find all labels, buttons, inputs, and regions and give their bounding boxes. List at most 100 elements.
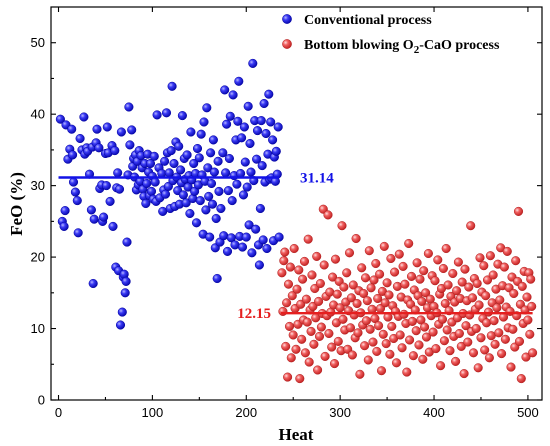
data-point-bottom-blowing (482, 275, 493, 285)
data-point-conventional (240, 157, 250, 167)
data-point-bottom-blowing (371, 258, 381, 269)
data-point-bottom-blowing (441, 243, 451, 254)
data-point-conventional (141, 198, 151, 209)
legend-label-conventional: Conventional process (304, 13, 432, 28)
data-point-bottom-blowing (439, 336, 449, 346)
data-point-bottom-blowing (351, 233, 361, 244)
data-point-bottom-blowing (282, 298, 292, 308)
data-point-bottom-blowing (454, 328, 464, 339)
data-point-bottom-blowing (453, 257, 463, 267)
y-tick-label: 40 (31, 107, 45, 122)
data-point-conventional (177, 111, 187, 121)
data-point-conventional (213, 156, 223, 166)
data-point-bottom-blowing (337, 221, 347, 231)
data-point-bottom-blowing (325, 287, 335, 297)
data-point-conventional (199, 117, 209, 127)
data-point-conventional (204, 191, 214, 201)
data-point-bottom-blowing (516, 374, 526, 384)
data-point-conventional (271, 146, 281, 156)
data-point-bottom-blowing (353, 328, 363, 338)
data-point-conventional (223, 186, 233, 196)
data-point-conventional (212, 273, 222, 284)
data-point-conventional (142, 178, 152, 189)
data-point-bottom-blowing (285, 262, 295, 272)
data-point-conventional (264, 89, 274, 99)
y-axis-title: FeO (%) (7, 172, 26, 236)
data-point-conventional (222, 246, 233, 256)
data-point-bottom-blowing (523, 315, 533, 325)
data-point-conventional (164, 168, 174, 178)
data-point-bottom-blowing (365, 324, 375, 334)
data-point-conventional (224, 153, 234, 164)
data-point-bottom-blowing (423, 248, 433, 259)
data-point-bottom-blowing (291, 344, 301, 354)
data-point-conventional (251, 224, 261, 234)
data-point-bottom-blowing (408, 351, 418, 361)
data-point-bottom-blowing (333, 336, 343, 346)
data-point-conventional (273, 122, 283, 132)
data-point-conventional (219, 231, 229, 241)
data-point-bottom-blowing (316, 322, 326, 332)
data-point-conventional (241, 232, 251, 242)
y-tick-label: 50 (31, 35, 45, 50)
data-point-bottom-blowing (345, 323, 356, 333)
data-point-conventional (176, 165, 186, 175)
data-point-bottom-blowing (283, 372, 293, 382)
data-point-bottom-blowing (309, 339, 319, 349)
data-point-conventional (225, 111, 235, 121)
data-point-conventional (254, 260, 264, 270)
data-point-conventional (122, 237, 132, 247)
data-point-bottom-blowing (346, 293, 356, 303)
data-point-bottom-blowing (514, 336, 525, 346)
data-point-conventional (166, 146, 176, 156)
x-tick-label: 300 (329, 405, 351, 420)
data-point-bottom-blowing (492, 303, 502, 313)
data-point-conventional (220, 85, 230, 95)
data-point-bottom-blowing (476, 333, 486, 343)
data-point-bottom-blowing (283, 279, 294, 289)
data-point-bottom-blowing (287, 291, 297, 301)
data-point-conventional (268, 135, 278, 145)
data-point-bottom-blowing (369, 275, 379, 285)
legend: Conventional process Bottom blowing O2-C… (282, 13, 500, 56)
data-point-conventional (59, 221, 69, 231)
data-point-conventional (117, 307, 127, 317)
data-point-bottom-blowing (279, 256, 289, 266)
x-tick-label: 400 (423, 405, 445, 420)
x-tick-label: 100 (142, 405, 164, 420)
data-point-bottom-blowing (406, 271, 417, 281)
data-point-conventional (192, 143, 203, 154)
data-point-bottom-blowing (372, 346, 382, 356)
data-point-bottom-blowing (467, 293, 478, 303)
data-point-bottom-blowing (468, 348, 479, 358)
data-point-conventional (92, 124, 102, 134)
x-tick-label: 500 (517, 405, 539, 420)
data-point-conventional (89, 214, 99, 224)
data-point-bottom-blowing (461, 321, 471, 331)
data-point-conventional (88, 278, 98, 289)
data-point-conventional (55, 114, 65, 124)
data-point-bottom-blowing (484, 353, 494, 363)
data-point-conventional (232, 179, 242, 189)
data-point-conventional (211, 213, 221, 224)
data-point-conventional (214, 186, 224, 196)
data-point-bottom-blowing (355, 369, 365, 379)
data-point-bottom-blowing (473, 363, 483, 373)
data-point-conventional (75, 133, 85, 144)
data-point-bottom-blowing (527, 301, 537, 311)
mean-lines: 31.14 12.15 (58, 170, 533, 322)
data-point-bottom-blowing (442, 325, 452, 335)
data-point-conventional (185, 208, 195, 219)
data-point-conventional (208, 135, 218, 145)
data-point-conventional (196, 129, 206, 139)
data-point-bottom-blowing (490, 339, 500, 349)
data-point-bottom-blowing (526, 274, 536, 284)
data-point-conventional (86, 205, 96, 215)
data-point-bottom-blowing (320, 351, 330, 361)
data-point-conventional (189, 158, 199, 169)
data-point-conventional (183, 182, 193, 192)
y-tick-label: 10 (31, 321, 45, 336)
x-tick-label: 0 (55, 405, 62, 420)
data-point-bottom-blowing (451, 356, 461, 366)
